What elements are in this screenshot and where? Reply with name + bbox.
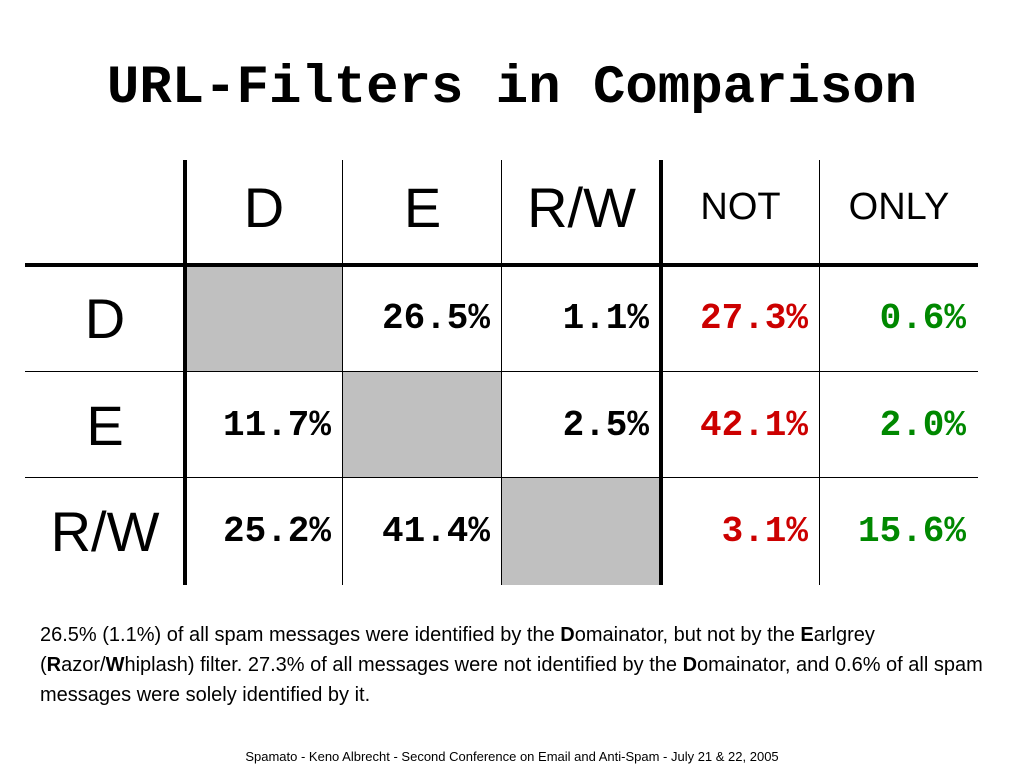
footer: Spamato - Keno Albrecht - Second Confere… — [245, 749, 779, 764]
paragraph-run: R — [46, 654, 62, 676]
column-rule — [819, 160, 820, 585]
paragraph-run: W — [105, 654, 125, 676]
paragraph-run: E — [800, 624, 814, 646]
paragraph-run: hiplash) filter. 27.3% of all messages w… — [124, 654, 683, 676]
paragraph-run: D — [560, 624, 575, 646]
table-cell: 27.3% — [699, 298, 808, 339]
explanation-paragraph: 26.5% (1.1%) of all spam messages were i… — [40, 620, 990, 710]
table-cell: 42.1% — [699, 404, 808, 446]
table-cell: 41.4% — [381, 511, 490, 552]
column-rule — [183, 160, 187, 585]
paragraph-run: arlgrey ( — [40, 624, 875, 676]
paragraph-run: azor/ — [61, 654, 106, 676]
table-cell: 2.5% — [562, 404, 649, 446]
table-cell: 11.7% — [222, 404, 331, 446]
table-cell: 0.6% — [879, 298, 966, 339]
table-cell: 1.1% — [562, 298, 649, 339]
table-cell: 15.6% — [857, 511, 966, 552]
table-cell: 25.2% — [222, 511, 331, 552]
paragraph-run: omainator, but not by the — [574, 624, 801, 646]
empty-cell — [185, 265, 343, 372]
column-rule — [501, 160, 502, 585]
paragraph-run: omainator, and 0.6% of all spam messages… — [40, 654, 983, 706]
row-header: D — [84, 287, 126, 350]
column-header: D — [243, 176, 285, 239]
paragraph-run: 26.5% (1.1%) of all spam messages were i… — [40, 624, 561, 646]
empty-cell — [343, 372, 502, 478]
column-rule — [659, 160, 663, 585]
slide-title: URL-Filters in Comparison — [106, 58, 918, 119]
column-header: NOT — [700, 186, 781, 228]
empty-cell — [502, 478, 661, 585]
table-cell: 2.0% — [879, 404, 966, 446]
column-header: E — [403, 176, 442, 239]
row-header: E — [86, 393, 124, 457]
table-cell: 3.1% — [721, 511, 808, 552]
paragraph-run: D — [682, 654, 698, 676]
column-rule — [342, 160, 343, 585]
table-cell: 26.5% — [381, 298, 490, 339]
row-header: R/W — [50, 500, 160, 563]
column-header: ONLY — [848, 186, 950, 228]
column-header: R/W — [527, 176, 636, 239]
